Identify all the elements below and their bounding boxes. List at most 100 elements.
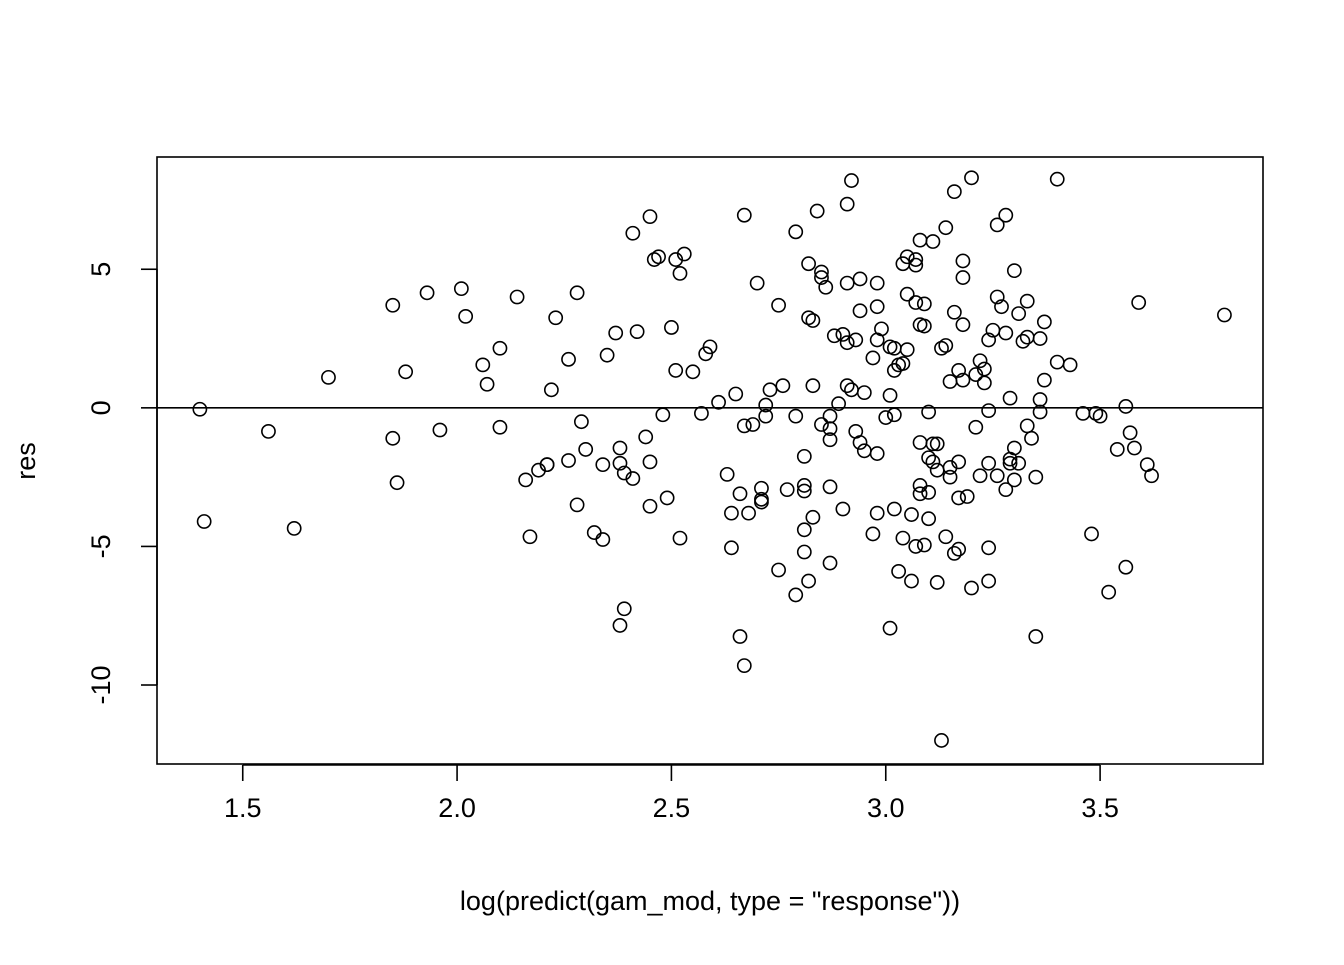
data-point <box>908 539 924 554</box>
data-point <box>942 469 958 485</box>
data-point <box>745 417 761 432</box>
data-point <box>659 490 675 506</box>
data-point <box>882 620 898 636</box>
data-point <box>646 252 662 267</box>
data-point <box>672 530 688 546</box>
data-point <box>492 340 508 356</box>
data-point <box>1002 390 1018 406</box>
data-point <box>916 318 932 334</box>
data-point <box>822 479 838 495</box>
data-point <box>981 455 997 471</box>
data-point <box>904 573 919 589</box>
y-axis-title: res <box>11 442 41 480</box>
data-point <box>844 173 859 188</box>
data-point <box>475 357 491 373</box>
data-point <box>771 297 786 313</box>
data-point <box>196 514 212 529</box>
data-point <box>728 386 744 402</box>
data-point <box>951 454 967 470</box>
data-point <box>1011 455 1027 471</box>
data-point <box>578 442 594 457</box>
data-point <box>1019 293 1035 309</box>
data-point <box>616 601 632 617</box>
data-point <box>668 363 684 378</box>
data-point <box>998 482 1014 498</box>
data-point <box>1006 472 1022 488</box>
data-point <box>1032 331 1048 346</box>
data-point <box>398 364 414 380</box>
data-point <box>711 394 726 410</box>
data-point <box>1084 526 1099 542</box>
data-point <box>856 385 872 400</box>
data-point <box>998 325 1014 341</box>
data-point <box>685 364 701 380</box>
data-point <box>664 320 679 335</box>
data-point <box>921 404 937 420</box>
data-point <box>676 246 692 262</box>
data-point <box>702 339 718 355</box>
x-axis: 1.5 2.0 2.5 3.0 3.5 <box>224 764 1119 823</box>
y-tick-label: 5 <box>86 262 116 277</box>
data-point <box>458 308 474 324</box>
data-point <box>951 541 967 557</box>
data-point <box>612 440 628 456</box>
data-point <box>518 472 534 488</box>
data-point <box>955 317 971 333</box>
data-point <box>899 286 915 302</box>
data-point <box>822 555 838 571</box>
data-point <box>796 483 812 499</box>
x-tick-label: 2.0 <box>438 793 476 823</box>
data-point <box>946 545 962 561</box>
data-point <box>724 540 739 556</box>
data-point <box>1006 263 1022 279</box>
data-point <box>732 629 748 644</box>
data-point <box>801 573 816 589</box>
data-point <box>1006 440 1022 456</box>
data-point <box>869 275 885 291</box>
data-point <box>642 454 658 470</box>
data-point <box>981 403 997 419</box>
data-point <box>754 494 769 510</box>
y-axis: -10 -5 0 5 <box>86 262 158 705</box>
data-point <box>874 321 889 337</box>
x-tick-label: 3.0 <box>867 793 905 823</box>
data-point <box>878 410 894 425</box>
data-point <box>895 530 911 546</box>
data-point <box>916 296 932 312</box>
data-point <box>814 417 829 432</box>
data-point <box>522 529 538 545</box>
x-axis-title: log(predict(gam_mod, type = "response")) <box>460 886 960 916</box>
data-point <box>818 279 834 295</box>
data-point <box>736 418 752 434</box>
data-point <box>642 209 658 224</box>
data-point <box>561 351 576 367</box>
y-tick-label: -5 <box>86 534 116 558</box>
data-point <box>964 170 979 186</box>
data-point <box>886 501 902 517</box>
data-point <box>758 397 774 413</box>
data-point <box>796 478 812 493</box>
data-point <box>976 375 992 391</box>
data-point <box>869 446 885 461</box>
data-point <box>908 257 924 273</box>
data-point <box>625 471 641 486</box>
data-point <box>638 429 654 445</box>
data-point <box>732 486 748 502</box>
data-point <box>1028 629 1044 644</box>
data-point <box>998 207 1014 223</box>
data-point <box>724 505 739 521</box>
data-point <box>741 505 756 521</box>
data-point <box>385 297 401 313</box>
data-point <box>959 489 975 504</box>
data-point <box>612 455 628 471</box>
data-point <box>981 540 997 556</box>
data-point <box>848 332 864 348</box>
data-point <box>814 264 829 280</box>
data-point <box>1036 372 1052 388</box>
data-point <box>831 396 847 412</box>
data-point <box>955 270 971 285</box>
data-point <box>951 363 967 378</box>
data-point <box>1118 399 1134 414</box>
